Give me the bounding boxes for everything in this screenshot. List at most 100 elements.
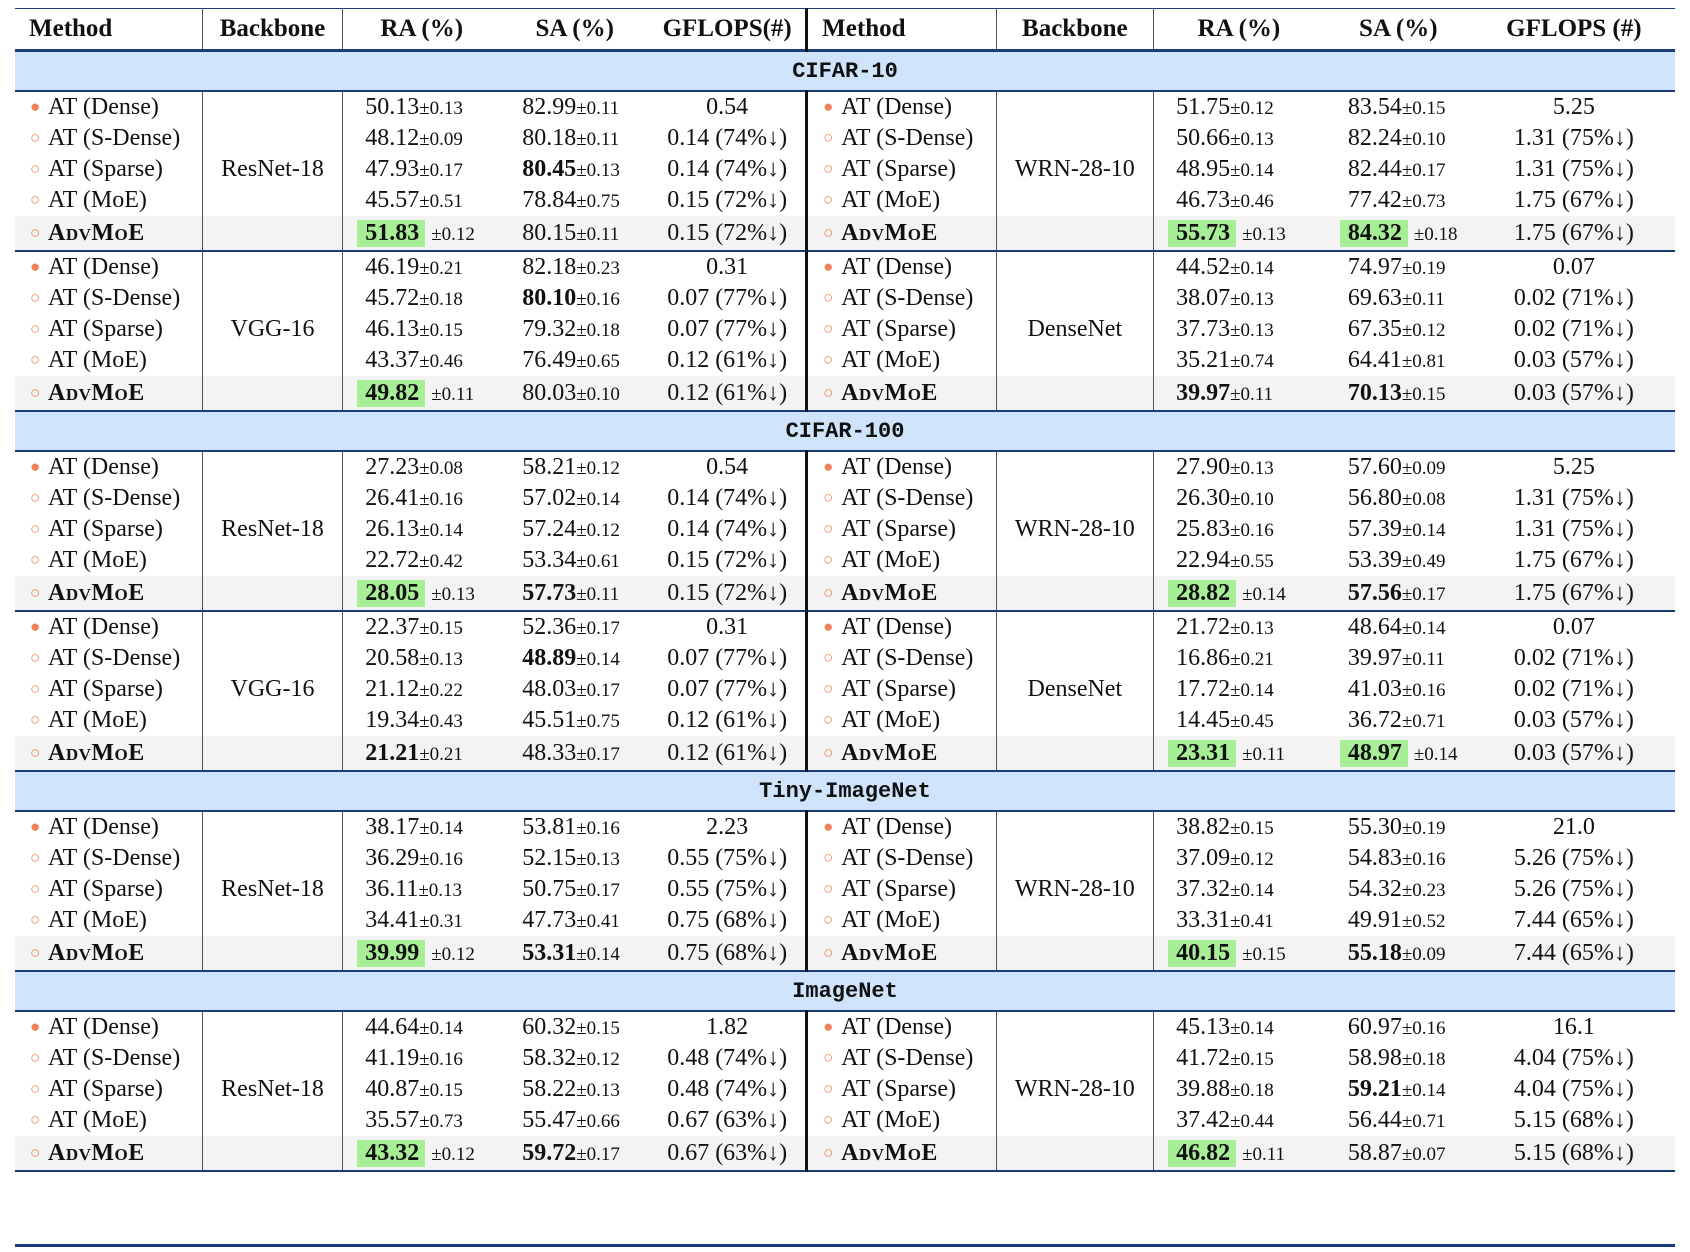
gflops-cell-left: 0.07 (77%↓) — [649, 283, 809, 314]
method-name: AT (MoE) — [841, 187, 941, 213]
method-name: AT (MoE) — [48, 1107, 147, 1133]
sa-value: 49.91 — [1347, 907, 1402, 933]
ra-value: 21.12 — [365, 676, 420, 702]
gflops-cell-right: 21.0 — [1552, 814, 1595, 840]
hollow-circle-icon: ○ — [30, 519, 41, 538]
ra-std: ±0.22 — [419, 680, 463, 701]
ra-value: 21.21 — [365, 739, 420, 766]
method-cell-left: ○ AT (MoE) — [15, 1105, 202, 1136]
ra-value: 36.29 — [365, 845, 420, 871]
ra-value: 37.32 — [1176, 876, 1231, 902]
method-name: AT (Sparse) — [48, 1076, 163, 1102]
method-cell-right: ● AT (Dense) — [807, 251, 996, 283]
backbone-cell-left — [201, 576, 344, 611]
ra-value: 43.32 — [357, 1139, 426, 1167]
ra-cell-right: 37.32±0.14 — [1154, 874, 1324, 905]
ra-std: ±0.31 — [419, 911, 463, 932]
filled-circle-icon: ● — [823, 97, 834, 116]
ra-cell-right: 38.82±0.15 — [1154, 811, 1324, 843]
method-name: AT (Sparse) — [48, 676, 163, 702]
method-name: AT (MoE) — [48, 187, 147, 213]
method-cell-left: ● AT (Dense) — [15, 91, 202, 123]
filled-circle-icon: ● — [823, 457, 834, 476]
sa-cell-left: 78.84±0.75 — [500, 185, 649, 216]
method-cell-right: ○ AT (Sparse) — [807, 874, 996, 905]
ra-cell-right: 37.09±0.12 — [1154, 843, 1324, 874]
sa-std: ±0.14 — [576, 943, 620, 965]
gflops-cell-left: 0.67 (63%↓) — [649, 1105, 809, 1136]
ra-std: ±0.18 — [419, 289, 463, 310]
gflops-cell-right: 0.03 (57%↓) — [1513, 707, 1634, 733]
dataset-title: CIFAR-100 — [15, 410, 1675, 452]
dataset-title: ImageNet — [15, 970, 1675, 1012]
ra-cell-right: 39.97±0.11 — [1153, 376, 1324, 411]
ra-cell-right: 27.90±0.13 — [1154, 451, 1324, 483]
ra-cell-left: 34.41±0.31 — [343, 905, 500, 936]
sa-cell-left: 48.03±0.17 — [500, 674, 649, 705]
method-cell-left: ○ AdvMoE — [15, 736, 203, 771]
sa-std: ±0.73 — [1401, 191, 1446, 212]
sa-std: ±0.14 — [1401, 618, 1446, 639]
sa-std: ±0.17 — [1401, 583, 1446, 605]
sa-std: ±0.18 — [1401, 1049, 1446, 1070]
backbone-cell-right: WRN-28-10 — [995, 154, 1155, 185]
hollow-circle-icon: ○ — [823, 128, 834, 147]
ra-value: 20.58 — [365, 645, 420, 671]
sa-std: ±0.81 — [1401, 351, 1446, 372]
sa-cell-left: 58.21±0.12 — [500, 451, 649, 483]
bottom-rule — [15, 1244, 1675, 1247]
method-cell-right: ○ AT (Sparse) — [807, 1074, 996, 1105]
backbone-cell-right: DenseNet — [995, 314, 1155, 345]
sa-cell-right: 36.72±0.71 — [1324, 705, 1473, 736]
sa-cell-right: 57.39±0.14 — [1324, 514, 1473, 545]
table-row: ○ AT (Sparse) ResNet-18 40.87±0.15 58.22±0.1… — [15, 1074, 1675, 1105]
sa-std: ±0.16 — [576, 818, 620, 839]
table-row: ○ AT (S-Dense) 36.29±0.16 52.15±0.13 0.55 (7… — [15, 843, 1675, 874]
table-row: ○ AT (MoE) 43.37±0.46 76.49±0.65 0.12 (61%↓)… — [15, 345, 1675, 376]
sa-cell-left: 53.34±0.61 — [500, 545, 649, 576]
sa-cell-right: 55.30±0.19 — [1324, 811, 1473, 843]
sa-std: ±0.14 — [576, 489, 620, 510]
header-ra-right: RA (%) — [1197, 15, 1281, 42]
ra-value: 27.90 — [1176, 454, 1231, 480]
backbone-cell-left: ResNet-18 — [201, 1074, 344, 1105]
filled-circle-icon: ● — [30, 617, 41, 636]
sa-value: 50.75 — [522, 876, 577, 902]
sa-value: 67.35 — [1347, 316, 1402, 342]
table-row: ○ AT (S-Dense) 20.58±0.13 48.89±0.14 0.07 (7… — [15, 643, 1675, 674]
ra-cell-left: 44.64±0.14 — [343, 1011, 500, 1043]
method-cell-right: ○ AdvMoE — [806, 216, 997, 251]
method-cell-right: ○ AdvMoE — [806, 736, 997, 771]
sa-cell-right: 59.21±0.14 — [1324, 1074, 1473, 1105]
ra-cell-left: 38.17±0.14 — [343, 811, 500, 843]
filled-circle-icon: ● — [30, 257, 41, 276]
method-cell-right: ○ AdvMoE — [806, 576, 997, 611]
hollow-circle-icon: ○ — [30, 1048, 41, 1067]
ra-std: ±0.51 — [419, 191, 463, 212]
ra-value: 55.73 — [1168, 219, 1237, 247]
ra-std: ±0.08 — [419, 458, 463, 479]
ra-std: ±0.13 — [1242, 223, 1286, 245]
ra-value: 51.75 — [1176, 94, 1231, 120]
ra-cell-right: 21.72±0.13 — [1154, 611, 1324, 643]
sa-std: ±0.08 — [1401, 489, 1446, 510]
method-cell-left: ○ AT (Sparse) — [15, 1074, 202, 1105]
header-sa-left: SA (%) — [500, 9, 649, 51]
method-name: AT (Dense) — [48, 94, 159, 120]
method-name: AT (S-Dense) — [48, 485, 181, 511]
table-row: ● AT (Dense) 46.19±0.21 82.18±0.23 0.31 ● AT (… — [15, 251, 1675, 283]
table-row: ○ AT (Sparse) VGG-16 21.12±0.22 48.03±0.17 0.… — [15, 674, 1675, 705]
sa-std: ±0.11 — [1401, 289, 1445, 310]
gflops-cell-right: 16.1 — [1552, 1014, 1595, 1040]
sa-cell-left: 59.72±0.17 — [500, 1136, 650, 1171]
backbone-name: WRN-28-10 — [1014, 876, 1135, 902]
ra-value: 28.05 — [357, 579, 426, 607]
ra-value: 22.37 — [365, 614, 420, 640]
sa-value: 82.44 — [1347, 156, 1402, 182]
sa-value: 80.18 — [522, 125, 577, 151]
method-cell-right: ○ AT (S-Dense) — [807, 643, 996, 674]
gflops-cell-left: 0.75 (68%↓) — [649, 905, 809, 936]
sa-cell-right: 39.97±0.11 — [1324, 643, 1473, 674]
sa-std: ±0.14 — [1401, 520, 1446, 541]
sa-value: 48.64 — [1347, 614, 1402, 640]
